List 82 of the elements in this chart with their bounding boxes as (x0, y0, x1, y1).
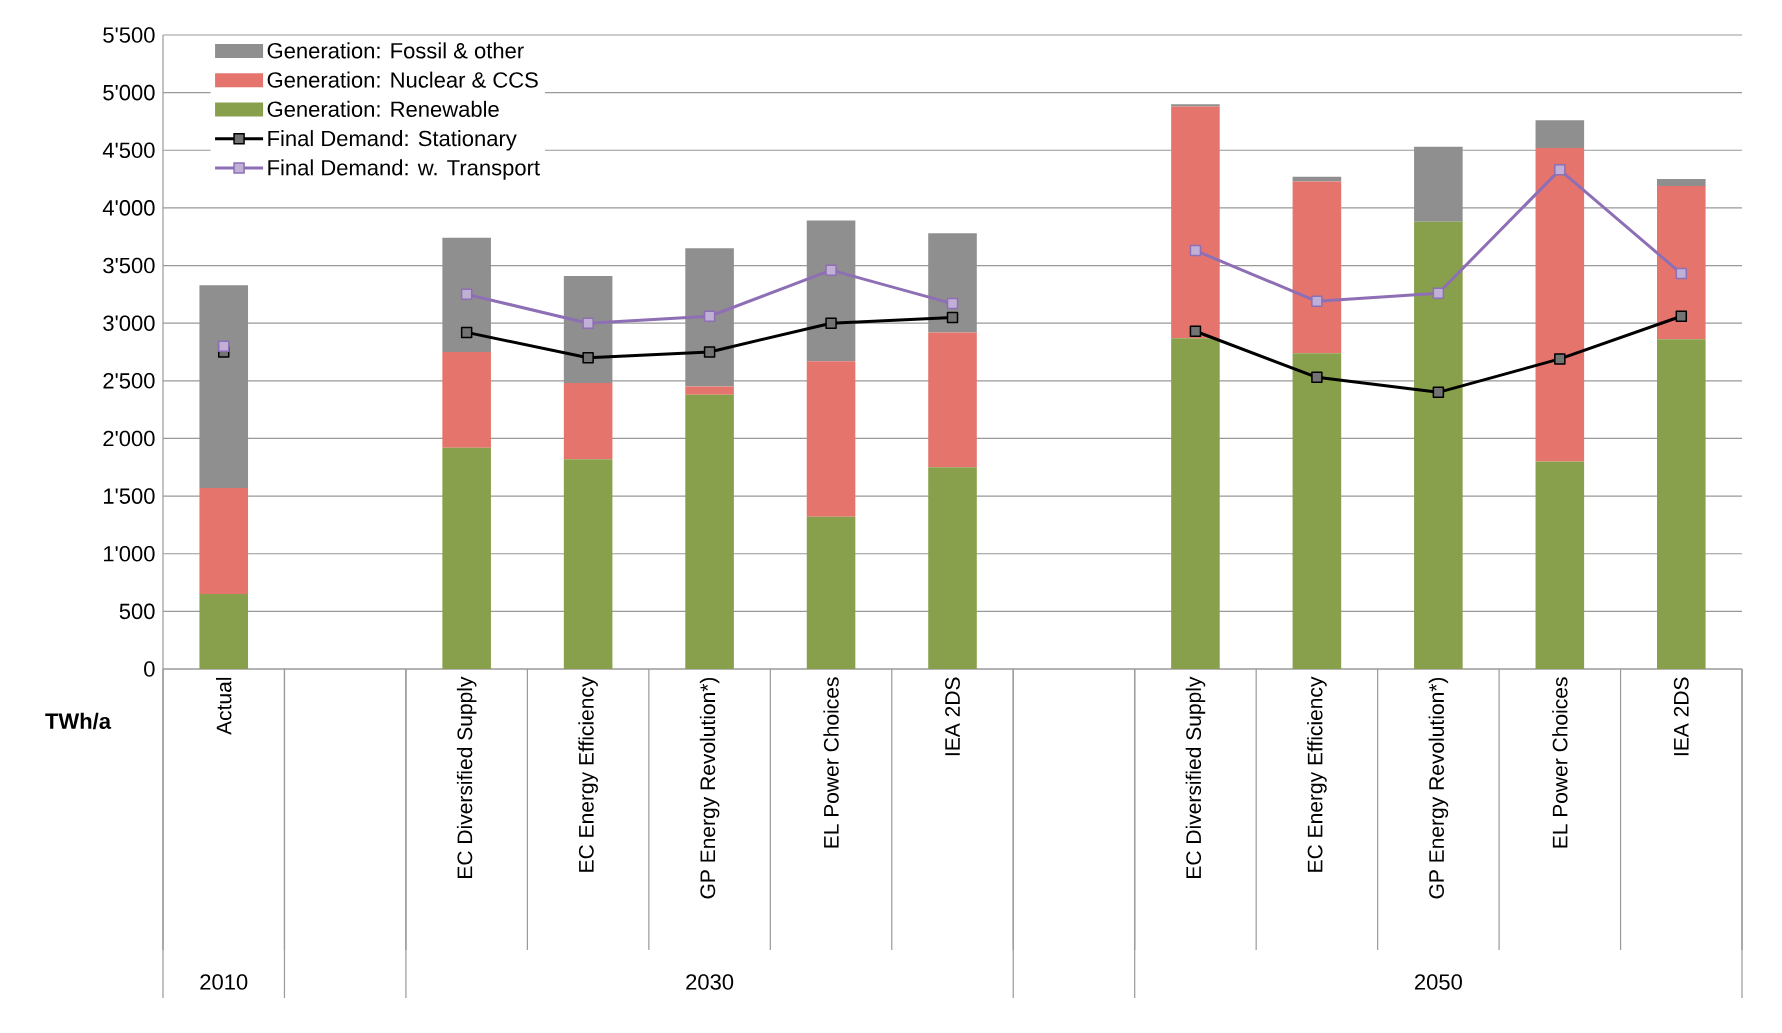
text: 2010 (200, 974, 248, 990)
bar (442, 351, 491, 448)
bar (1535, 461, 1585, 669)
bar (1414, 146, 1463, 222)
bar (685, 394, 734, 669)
y-tick-label: 5'000 (103, 84, 155, 101)
point (1189, 244, 1202, 257)
y-tick-label: 1'500 (104, 488, 155, 504)
bar (806, 516, 856, 669)
legend-label: Generation: Nuclear & CCS (267, 71, 538, 88)
point (1554, 164, 1566, 176)
x-tick-label: IEA 2DS (1673, 677, 1689, 756)
y-tick-label: 3'000 (103, 315, 155, 331)
bar (1292, 353, 1342, 669)
bar (1292, 181, 1342, 354)
x-tick-label: GP Energy Revolution*) (699, 677, 720, 899)
bar (199, 285, 249, 489)
y-tick-label: 2'000 (103, 430, 155, 447)
bar (685, 386, 734, 395)
point (946, 297, 959, 310)
bar (806, 361, 856, 517)
x-tick-label: GP Energy Revolution*) (1428, 677, 1449, 899)
bar (1171, 338, 1220, 669)
bar (563, 383, 613, 460)
x-tick-label: EL Power Choices (823, 677, 839, 848)
point (1189, 325, 1202, 337)
point (703, 310, 716, 323)
point (460, 288, 473, 301)
bar (928, 332, 977, 468)
bar (1171, 106, 1220, 339)
point (1675, 267, 1688, 280)
x-tick-label: EC Diversified Supply (1185, 676, 1206, 878)
y-tick-label: 5'500 (103, 27, 155, 43)
point (1554, 353, 1566, 365)
point (1311, 295, 1323, 308)
text: 2030 (686, 974, 734, 990)
y-tick-label: 0 (144, 661, 155, 677)
x-tick-label: EC Energy Efficiency (1307, 676, 1327, 872)
legend-label: Final Demand: w. Transport (268, 159, 540, 180)
y-tick-label: 4'000 (102, 200, 155, 216)
legend-label: Generation: Fossil & other (267, 42, 524, 59)
point (825, 264, 837, 276)
point (582, 317, 594, 329)
point (1432, 287, 1445, 299)
text: 2050 (1415, 974, 1462, 990)
point (703, 346, 716, 358)
x-tick-label: EC Energy Efficiency (578, 676, 598, 872)
bar (1535, 147, 1585, 462)
point (217, 340, 230, 352)
bar (806, 220, 856, 362)
bar (1535, 120, 1585, 148)
legend-label: Final Demand: Stationary (268, 130, 517, 151)
bar (442, 447, 491, 669)
x-tick-label: IEA 2DS (945, 677, 960, 756)
bar (1414, 221, 1463, 669)
point (825, 317, 837, 329)
bar (928, 233, 977, 333)
y-tick-label: 4'500 (102, 142, 155, 159)
bar (1657, 179, 1706, 186)
bar (1657, 339, 1706, 669)
y-tick-label: 1'000 (104, 545, 155, 562)
bar (685, 248, 734, 387)
x-tick-label: EL Power Choices (1552, 677, 1568, 848)
point (582, 352, 594, 364)
point (460, 326, 473, 339)
point (1311, 371, 1323, 384)
point (946, 311, 959, 324)
y-tick-label: 3'500 (103, 257, 155, 274)
x-tick-label: EC Diversified Supply (456, 676, 477, 878)
point (1675, 310, 1688, 323)
x-tick-label: Actual (216, 677, 232, 735)
legend-label: Generation: Renewable (267, 100, 499, 118)
bar (928, 467, 977, 669)
bar (442, 237, 491, 352)
y-tick-label: 2'500 (103, 373, 155, 389)
y-axis-title: TWh/a (45, 712, 112, 730)
y-tick-label: 500 (119, 603, 155, 620)
bar (1657, 186, 1706, 340)
point (1432, 386, 1445, 399)
bar (199, 488, 249, 595)
bar (199, 594, 249, 669)
bar (563, 459, 613, 669)
